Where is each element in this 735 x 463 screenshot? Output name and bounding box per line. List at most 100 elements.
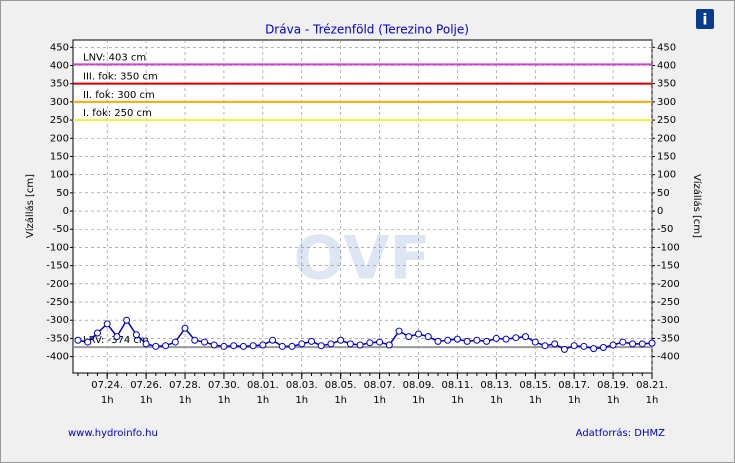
x-tick-sublabel: 1h	[646, 395, 659, 406]
data-point	[356, 341, 364, 349]
y-tick-label: 400	[50, 60, 69, 71]
x-tick-sublabel: 1h	[529, 395, 542, 406]
y2-tick-label: 250	[657, 115, 676, 126]
data-point	[259, 341, 267, 349]
data-point	[492, 334, 500, 342]
x-tick-sublabel: 1h	[490, 395, 503, 406]
reference-label: LRV: -374 cm	[83, 335, 149, 346]
data-point	[599, 344, 607, 352]
data-point	[123, 316, 131, 324]
data-point	[317, 342, 325, 350]
data-point	[210, 341, 218, 349]
data-point	[424, 333, 432, 341]
x-tick-label: 08.05.	[325, 380, 357, 391]
data-point	[142, 340, 150, 348]
data-point	[405, 333, 413, 341]
y-tick-label: -300	[46, 315, 69, 326]
data-point	[551, 340, 559, 348]
data-point	[434, 337, 442, 345]
data-point	[171, 338, 179, 346]
y-tick-label: -350	[46, 333, 69, 344]
x-tick-label: 07.26.	[130, 380, 162, 391]
data-point	[385, 341, 393, 349]
y2-tick-label: 450	[657, 42, 676, 53]
y-axis-label: Vízállás [cm]	[24, 174, 36, 238]
data-point	[84, 338, 92, 346]
y2-tick-label: 200	[657, 133, 676, 144]
y-tick-label: 150	[50, 151, 69, 162]
y2-tick-label: -200	[657, 279, 680, 290]
x-tick-label: 07.30.	[208, 380, 240, 391]
data-point	[453, 335, 461, 343]
x-tick-sublabel: 1h	[607, 395, 620, 406]
data-point	[181, 324, 189, 332]
x-tick-sublabel: 1h	[256, 395, 269, 406]
y2-tick-label: 300	[657, 97, 676, 108]
y-tick-label: 350	[50, 79, 69, 90]
data-point	[366, 339, 374, 347]
data-point	[638, 340, 646, 348]
data-point	[74, 336, 82, 344]
x-tick-sublabel: 1h	[412, 395, 425, 406]
data-point	[444, 336, 452, 344]
data-point	[541, 342, 549, 350]
data-point	[522, 333, 530, 341]
data-point	[609, 341, 617, 349]
y2-tick-label: -50	[657, 224, 673, 235]
data-point	[113, 333, 121, 341]
x-tick-label: 08.01.	[247, 380, 279, 391]
data-point	[132, 331, 140, 339]
footer-source: Adatforrás: DHMZ	[576, 427, 665, 439]
y-tick-label: 450	[50, 42, 69, 53]
y2-tick-label: 400	[657, 60, 676, 71]
x-tick-label: 08.21.	[636, 380, 668, 391]
footer-link[interactable]: www.hydroinfo.hu	[68, 428, 158, 439]
data-point	[502, 335, 510, 343]
data-point	[230, 342, 238, 350]
x-tick-sublabel: 1h	[140, 395, 153, 406]
y-tick-label: -50	[53, 224, 69, 235]
data-point	[103, 320, 111, 328]
data-point	[307, 337, 315, 345]
data-point	[200, 338, 208, 346]
data-point	[395, 327, 403, 335]
data-point	[570, 342, 578, 350]
info-icon[interactable]: i	[702, 11, 707, 29]
y2-tick-label: -250	[657, 297, 680, 308]
reference-label: LNV: 403 cm	[83, 52, 146, 63]
data-point	[191, 336, 199, 344]
data-point	[249, 342, 257, 350]
x-tick-label: 08.19.	[597, 380, 629, 391]
y2-tick-label: 150	[657, 151, 676, 162]
reference-label: III. fok: 350 cm	[83, 72, 158, 83]
data-point	[337, 336, 345, 344]
data-point	[298, 340, 306, 348]
y-tick-label: 200	[50, 133, 69, 144]
data-point	[629, 340, 637, 348]
x-tick-sublabel: 1h	[334, 395, 347, 406]
data-point	[415, 330, 423, 338]
data-point	[560, 345, 568, 353]
data-point	[473, 336, 481, 344]
info-button[interactable]	[696, 9, 714, 29]
data-point	[531, 338, 539, 346]
y2-axis-label: Vízállás [cm]	[691, 174, 703, 238]
data-point	[376, 338, 384, 346]
y2-tick-label: -100	[657, 242, 680, 253]
data-point	[346, 340, 354, 348]
y2-tick-label: 350	[657, 79, 676, 90]
data-point	[512, 334, 520, 342]
data-point	[288, 342, 296, 350]
data-point	[152, 342, 160, 350]
data-point	[239, 342, 247, 350]
data-point	[93, 329, 101, 337]
data-point	[483, 337, 491, 345]
data-point	[162, 342, 170, 350]
plot-area	[72, 39, 653, 374]
y-tick-label: -400	[46, 352, 69, 363]
x-tick-label: 07.28.	[169, 380, 201, 391]
data-point	[580, 342, 588, 350]
x-tick-label: 08.03.	[286, 380, 318, 391]
y-tick-label: 250	[50, 115, 69, 126]
